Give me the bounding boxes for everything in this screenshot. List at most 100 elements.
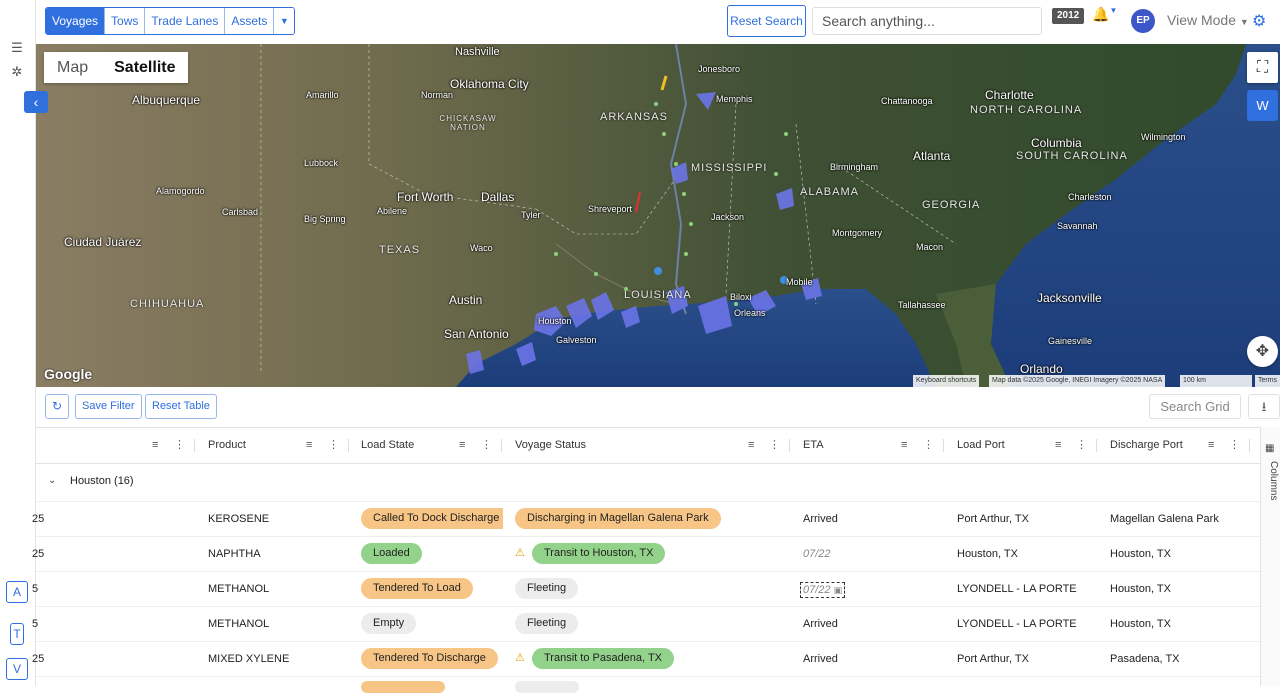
city-label: Albuquerque (132, 93, 201, 107)
voyage-status-pill: Discharging in Magellan Galena Park (515, 508, 721, 529)
rail-button-a[interactable]: A (6, 581, 28, 603)
filter-icon[interactable]: ≡ (459, 439, 466, 451)
terms-link[interactable]: Terms (1255, 375, 1280, 387)
collapse-panel-button[interactable]: ‹ (24, 91, 48, 113)
columns-side-panel[interactable]: ▦ Columns (1260, 427, 1280, 686)
voyage-status-pill: Transit to Houston, TX (532, 543, 666, 564)
filter-icon[interactable]: ≡ (1055, 439, 1062, 451)
reset-search-button[interactable]: Reset Search (727, 5, 806, 37)
city-label: Lubbock (304, 158, 339, 168)
calendar-icon[interactable]: ▣ (833, 585, 843, 595)
city-label: Tyler (521, 210, 541, 220)
load-port-cell: Port Arthur, TX (957, 653, 1029, 665)
column-header-eta[interactable]: ETA (803, 439, 824, 451)
view-mode-dropdown[interactable]: View Mode ▼ (1167, 12, 1249, 28)
tab-voyages[interactable]: Voyages (46, 8, 106, 34)
table-row[interactable]: 25 MIXED XYLENE Tendered To Discharge ⚠ … (32, 642, 1260, 677)
chevron-down-icon[interactable]: ⌄ (48, 475, 57, 486)
column-menu-icon[interactable]: ⋮ (174, 439, 185, 451)
column-header-load-port[interactable]: Load Port (957, 439, 1005, 451)
entity-tabs: Voyages Tows Trade Lanes Assets ▼ (45, 7, 296, 35)
product-cell: MIXED XYLENE (208, 653, 290, 665)
state-label: LOUISIANA (624, 289, 692, 301)
eta-cell: Arrived (803, 653, 838, 665)
rail-button-t[interactable]: T (10, 623, 24, 645)
columns-panel-label: Columns (1268, 461, 1279, 501)
global-search-input[interactable]: Search anything... (812, 7, 1042, 35)
grid-toolbar: ↻ Save Filter Reset Table Search Grid ⭳ (36, 387, 1280, 427)
filter-icon[interactable]: ≡ (1208, 439, 1215, 451)
table-row[interactable]: 5 METHANOL Tendered To Load Fleeting 07/… (32, 572, 1260, 607)
bell-icon[interactable]: 🔔▼ (1092, 6, 1118, 22)
column-separator (194, 439, 195, 452)
map-pan-control-icon[interactable]: ✥ (1247, 336, 1278, 367)
group-row[interactable]: ⌄ Houston (16) (36, 464, 1260, 502)
load-state-pill: Tendered To Load (361, 578, 473, 599)
settings-gear-icon[interactable]: ⚙ (1252, 13, 1267, 30)
warning-icon: ⚠ (515, 547, 525, 559)
city-label: Norman (421, 90, 454, 100)
column-menu-icon[interactable]: ⋮ (923, 439, 934, 451)
filter-icon[interactable]: ≡ (748, 439, 755, 451)
load-state-pill: Loaded (361, 543, 422, 564)
row-id-fragment: 25 (32, 653, 45, 665)
city-label: Jonesboro (698, 64, 741, 74)
map-type-map[interactable]: Map (57, 59, 89, 76)
w-panel-button[interactable]: W (1247, 90, 1278, 121)
gear-icon[interactable]: ✲ (11, 64, 23, 79)
eta-cell-editing[interactable]: 07/22 ▣ (800, 582, 846, 598)
tabs-dropdown-icon[interactable]: ▼ (274, 8, 295, 34)
discharge-port-cell: Pasadena, TX (1110, 653, 1180, 665)
city-label: Columbia (1031, 136, 1082, 150)
row-id-fragment: 25 (32, 513, 45, 525)
column-header-discharge-port[interactable]: Discharge Port (1110, 439, 1183, 451)
fullscreen-icon[interactable]: ⛶ (1247, 52, 1278, 83)
load-port-cell: LYONDELL - LA PORTE (957, 583, 1077, 595)
list-icon[interactable]: ☰ (11, 40, 23, 55)
load-state-pill (361, 681, 445, 693)
table-row[interactable]: 25 NAPHTHA Loaded ⚠ Transit to Houston, … (32, 537, 1260, 572)
column-header-load-state[interactable]: Load State (361, 439, 415, 451)
column-separator (1249, 439, 1250, 452)
refresh-icon[interactable]: ↻ (45, 394, 69, 419)
rail-button-v[interactable]: V (6, 658, 28, 680)
tab-trade-lanes[interactable]: Trade Lanes (145, 8, 226, 34)
column-menu-icon[interactable]: ⋮ (328, 439, 339, 451)
filter-icon[interactable]: ≡ (152, 439, 159, 451)
map-type-satellite[interactable]: Satellite (114, 59, 176, 76)
city-label: Shreveport (588, 204, 633, 214)
map-data-attribution: Map data ©2025 Google, INEGI Imagery ©20… (989, 375, 1166, 387)
table-row-partial[interactable] (36, 677, 1260, 693)
column-menu-icon[interactable]: ⋮ (1076, 439, 1087, 451)
reset-table-button[interactable]: Reset Table (145, 394, 217, 419)
filter-icon[interactable]: ≡ (306, 439, 313, 451)
column-header-voyage-status[interactable]: Voyage Status (515, 439, 586, 451)
search-grid-input[interactable]: Search Grid (1149, 394, 1241, 419)
product-cell: NAPHTHA (208, 548, 261, 560)
city-label: Jacksonville (1037, 291, 1102, 305)
city-label: Savannah (1057, 221, 1098, 231)
city-label: Austin (449, 293, 483, 307)
satellite-map[interactable]: Map Satellite ⛶ W ✥ Nashville Oklahoma C… (36, 44, 1280, 387)
tab-tows[interactable]: Tows (105, 8, 146, 34)
tab-assets[interactable]: Assets (225, 8, 275, 34)
table-row[interactable]: 25 KEROSENE Called To Dock Discharge Dis… (32, 502, 1260, 537)
column-header-product[interactable]: Product (208, 439, 246, 451)
avatar[interactable]: EP (1131, 9, 1155, 33)
city-label: Dallas (481, 190, 515, 204)
eta-value: 07/22 (803, 584, 831, 596)
column-menu-icon[interactable]: ⋮ (481, 439, 492, 451)
save-filter-button[interactable]: Save Filter (75, 394, 142, 419)
load-state-pill: Tendered To Discharge (361, 648, 498, 669)
column-menu-icon[interactable]: ⋮ (1229, 439, 1240, 451)
keyboard-shortcuts-link[interactable]: Keyboard shortcuts (913, 375, 980, 387)
warning-icon: ⚠ (515, 652, 525, 664)
load-port-cell: Port Arthur, TX (957, 513, 1029, 525)
city-label: Amarillo (306, 90, 339, 100)
column-menu-icon[interactable]: ⋮ (769, 439, 780, 451)
filter-icon[interactable]: ≡ (901, 439, 908, 451)
google-logo: Google (44, 366, 93, 382)
download-icon[interactable]: ⭳ (1248, 394, 1280, 419)
table-row[interactable]: 5 METHANOL Empty Fleeting Arrived LYONDE… (32, 607, 1260, 642)
map-type-toggle: Map Satellite (44, 52, 189, 83)
